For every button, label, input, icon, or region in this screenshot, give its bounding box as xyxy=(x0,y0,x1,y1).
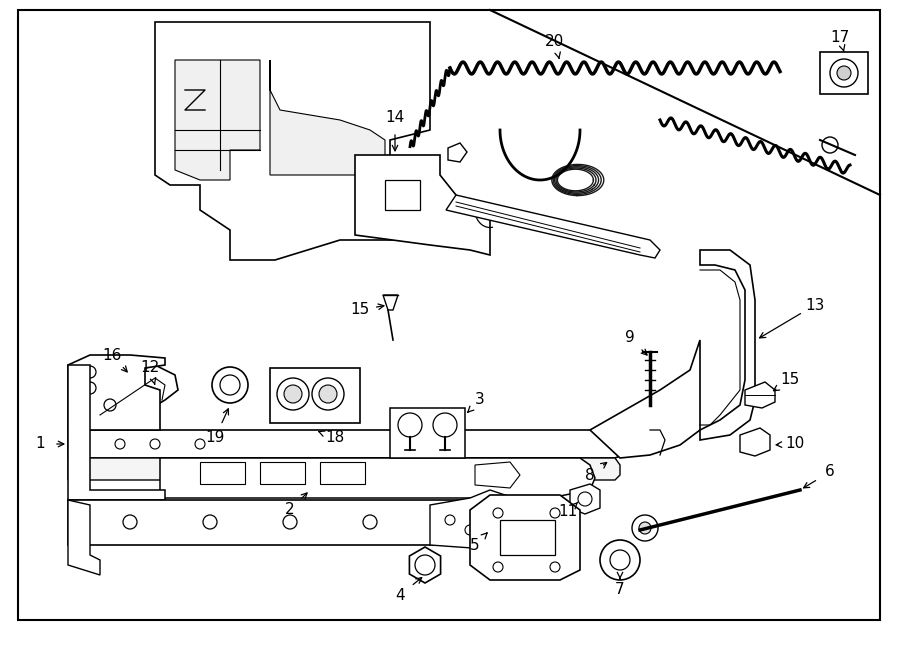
Polygon shape xyxy=(68,458,620,480)
Polygon shape xyxy=(448,143,467,162)
Text: 9: 9 xyxy=(626,330,634,346)
Circle shape xyxy=(550,508,560,518)
Text: 3: 3 xyxy=(475,393,485,407)
Circle shape xyxy=(220,375,240,395)
Polygon shape xyxy=(175,60,260,180)
Polygon shape xyxy=(700,250,755,440)
Polygon shape xyxy=(590,340,700,458)
Circle shape xyxy=(123,515,137,529)
Polygon shape xyxy=(68,500,530,545)
Polygon shape xyxy=(470,495,580,580)
Circle shape xyxy=(363,515,377,529)
Circle shape xyxy=(203,515,217,529)
Text: 14: 14 xyxy=(385,110,405,126)
Polygon shape xyxy=(740,428,770,456)
Circle shape xyxy=(632,515,658,541)
Polygon shape xyxy=(570,484,600,514)
Polygon shape xyxy=(410,547,441,583)
Circle shape xyxy=(283,515,297,529)
Circle shape xyxy=(822,137,838,153)
Circle shape xyxy=(415,555,435,575)
Circle shape xyxy=(837,66,851,80)
Text: 5: 5 xyxy=(470,537,480,553)
Bar xyxy=(500,520,555,555)
Bar xyxy=(320,462,365,484)
Circle shape xyxy=(830,59,858,87)
Polygon shape xyxy=(68,355,165,430)
Circle shape xyxy=(150,439,160,449)
Polygon shape xyxy=(155,22,430,260)
Circle shape xyxy=(319,385,337,403)
Polygon shape xyxy=(80,365,178,420)
Text: 1: 1 xyxy=(35,436,45,451)
Circle shape xyxy=(212,367,248,403)
Circle shape xyxy=(84,366,96,378)
Circle shape xyxy=(115,439,125,449)
Circle shape xyxy=(465,525,475,535)
Polygon shape xyxy=(745,382,775,408)
Text: 18: 18 xyxy=(326,430,345,446)
Text: 16: 16 xyxy=(103,348,122,362)
Polygon shape xyxy=(383,295,398,310)
Text: 20: 20 xyxy=(545,34,564,50)
Circle shape xyxy=(445,515,455,525)
Text: 10: 10 xyxy=(786,436,805,451)
Circle shape xyxy=(578,492,592,506)
Circle shape xyxy=(284,385,302,403)
Text: 6: 6 xyxy=(825,465,835,479)
Circle shape xyxy=(600,540,640,580)
Circle shape xyxy=(84,382,96,394)
Text: 15: 15 xyxy=(780,373,799,387)
Polygon shape xyxy=(430,490,530,550)
Text: 17: 17 xyxy=(831,30,850,46)
Polygon shape xyxy=(270,60,385,175)
Bar xyxy=(270,368,360,423)
Polygon shape xyxy=(68,430,630,458)
Text: 15: 15 xyxy=(350,303,370,317)
Circle shape xyxy=(195,439,205,449)
Text: 19: 19 xyxy=(205,430,225,446)
Circle shape xyxy=(398,413,422,437)
Circle shape xyxy=(550,562,560,572)
Text: 8: 8 xyxy=(585,467,595,483)
Circle shape xyxy=(433,413,457,437)
Circle shape xyxy=(639,522,651,534)
Text: 4: 4 xyxy=(395,588,405,602)
Circle shape xyxy=(493,562,503,572)
Polygon shape xyxy=(68,365,165,500)
Text: 2: 2 xyxy=(285,502,295,518)
Text: 12: 12 xyxy=(140,360,159,375)
Polygon shape xyxy=(475,462,520,488)
Circle shape xyxy=(104,399,116,411)
Bar xyxy=(200,462,245,484)
Circle shape xyxy=(312,378,344,410)
Bar xyxy=(260,462,305,484)
Text: 7: 7 xyxy=(616,582,625,598)
Bar xyxy=(390,408,465,458)
Text: 11: 11 xyxy=(558,504,578,520)
Bar xyxy=(820,52,868,94)
Polygon shape xyxy=(446,195,660,258)
Text: 13: 13 xyxy=(806,297,824,313)
Polygon shape xyxy=(160,458,595,498)
Circle shape xyxy=(610,550,630,570)
Circle shape xyxy=(277,378,309,410)
Polygon shape xyxy=(68,500,100,575)
Polygon shape xyxy=(355,155,490,255)
Bar xyxy=(385,180,420,210)
Circle shape xyxy=(493,508,503,518)
